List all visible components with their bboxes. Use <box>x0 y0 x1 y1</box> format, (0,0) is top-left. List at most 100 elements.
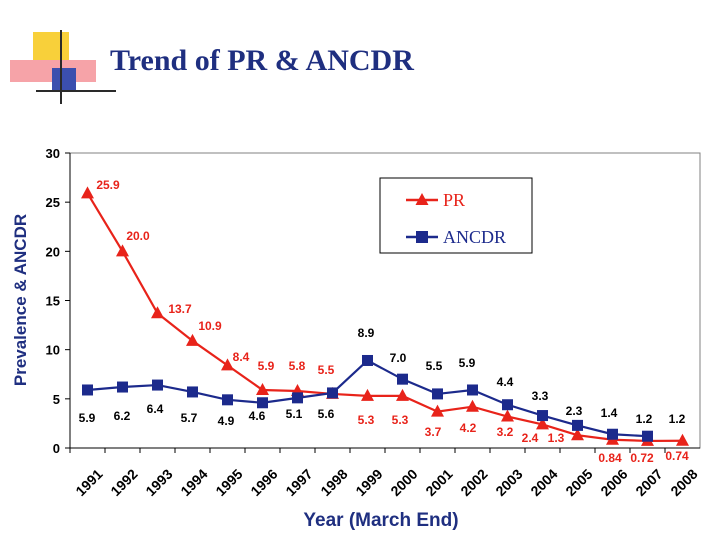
x-tick-label: 2000 <box>387 466 420 499</box>
ancdr-data-label: 5.7 <box>181 411 198 425</box>
pr-data-label: 5.3 <box>392 413 409 427</box>
ancdr-point <box>397 373 408 385</box>
ancdr-data-label: 4.4 <box>497 375 514 389</box>
ancdr-data-label: 5.5 <box>426 359 443 373</box>
ancdr-data-label: 5.9 <box>459 356 476 370</box>
series-line-pr <box>86 192 683 443</box>
x-tick-label: 1994 <box>177 466 210 499</box>
decor-blue-square <box>52 68 76 92</box>
ancdr-data-label: 4.6 <box>249 409 266 423</box>
ancdr-data-label: 6.2 <box>114 409 131 423</box>
x-tick-label: 1998 <box>317 466 350 499</box>
ancdr-point <box>467 384 478 396</box>
pr-point <box>151 306 164 319</box>
ancdr-point <box>537 410 548 422</box>
ancdr-data-label: 7.0 <box>390 351 407 365</box>
pr-data-label: 5.8 <box>289 359 306 373</box>
x-tick-label: 2007 <box>632 466 665 499</box>
x-axis-label: Year (March End) <box>303 510 458 531</box>
y-tick-label: 0 <box>53 441 60 456</box>
x-tick-label: 1992 <box>107 466 140 499</box>
x-tick-label: 2008 <box>667 466 700 499</box>
ancdr-data-label: 6.4 <box>147 402 164 416</box>
ancdr-data-label: 5.9 <box>79 411 96 425</box>
y-tick-label: 10 <box>46 343 60 358</box>
ancdr-point <box>642 430 653 442</box>
pr-data-label: 10.9 <box>198 319 222 333</box>
legend-label-ancdr: ANCDR <box>443 227 506 247</box>
ancdr-data-label: 2.3 <box>566 404 583 418</box>
pr-point <box>186 333 199 346</box>
legend-box <box>379 177 533 254</box>
ancdr-data-label: 1.4 <box>601 406 618 420</box>
x-tick-label: 2005 <box>562 466 595 499</box>
ancdr-point <box>362 354 373 366</box>
pr-point <box>501 409 514 422</box>
ancdr-point <box>152 379 163 391</box>
x-tick-label: 2001 <box>422 466 455 499</box>
pr-data-label: 3.7 <box>425 425 442 439</box>
ancdr-data-label: 1.2 <box>636 412 653 426</box>
pr-point <box>536 417 549 430</box>
slide-title: Trend of PR & ANCDR <box>110 44 414 77</box>
ancdr-point <box>187 386 198 398</box>
ancdr-point <box>327 387 338 399</box>
ancdr-point <box>432 388 443 400</box>
ancdr-point <box>572 419 583 431</box>
ancdr-point <box>257 397 268 409</box>
ancdr-data-label: 4.9 <box>218 414 235 428</box>
ancdr-point <box>222 394 233 406</box>
pr-point <box>396 388 409 401</box>
x-tick-label: 2006 <box>597 466 630 499</box>
pr-data-label: 13.7 <box>168 302 192 316</box>
pr-point <box>256 382 269 395</box>
pr-point <box>676 433 689 446</box>
ancdr-point <box>502 399 513 411</box>
pr-data-label: 0.84 <box>598 451 622 465</box>
ancdr-point <box>117 381 128 393</box>
y-tick-label: 20 <box>46 244 60 259</box>
y-tick-label: 25 <box>46 195 60 210</box>
pr-data-label: 20.0 <box>126 229 150 243</box>
pr-point <box>466 399 479 412</box>
ancdr-point <box>607 428 618 440</box>
legend-pr-marker <box>415 193 429 205</box>
pr-data-label: 5.9 <box>258 359 275 373</box>
y-axis: 0 5 10 15 20 25 30 <box>46 146 71 456</box>
pr-point <box>571 428 584 441</box>
ancdr-data-label: 5.6 <box>318 407 335 421</box>
ancdr-point <box>82 384 93 396</box>
legend-ancdr-marker <box>416 231 428 243</box>
pr-point <box>81 186 94 199</box>
pr-data-label: 25.9 <box>96 178 120 192</box>
data-labels: 25.9 20.0 13.7 10.9 8.4 5.9 5.8 5.5 5.3 5.3 3.7 4.2… <box>79 178 689 465</box>
pr-data-label: 3.2 <box>497 425 514 439</box>
pr-point <box>116 244 129 257</box>
decor-vertical-line <box>60 30 62 104</box>
x-tick-label: 1999 <box>352 466 385 499</box>
x-tick-label: 1997 <box>282 466 315 499</box>
x-tick-label: 1991 <box>72 466 105 499</box>
x-tick-label: 2003 <box>492 466 525 499</box>
legend: PR ANCDR <box>379 177 533 254</box>
decor-horizontal-line <box>36 90 116 92</box>
x-tick-label: 2004 <box>527 466 560 499</box>
ancdr-data-label: 5.1 <box>286 407 303 421</box>
pr-data-label: 0.72 <box>630 451 654 465</box>
y-tick-label: 15 <box>46 294 60 309</box>
x-tick-label: 2002 <box>457 466 490 499</box>
pr-data-label: 5.3 <box>358 413 375 427</box>
x-tick-label: 1995 <box>212 466 245 499</box>
pr-data-label: 0.74 <box>665 449 689 463</box>
x-tick-label: 1996 <box>247 466 280 499</box>
pr-data-label: 5.5 <box>318 363 335 377</box>
y-tick-label: 30 <box>46 146 60 161</box>
pr-point <box>221 358 234 371</box>
pr-data-label: 8.4 <box>233 350 250 364</box>
ancdr-data-label: 3.3 <box>532 389 549 403</box>
series-layer <box>81 186 689 446</box>
y-axis-label: Prevalence & ANCDR <box>11 214 30 386</box>
y-tick-label: 5 <box>53 392 60 407</box>
pr-point <box>361 388 374 401</box>
